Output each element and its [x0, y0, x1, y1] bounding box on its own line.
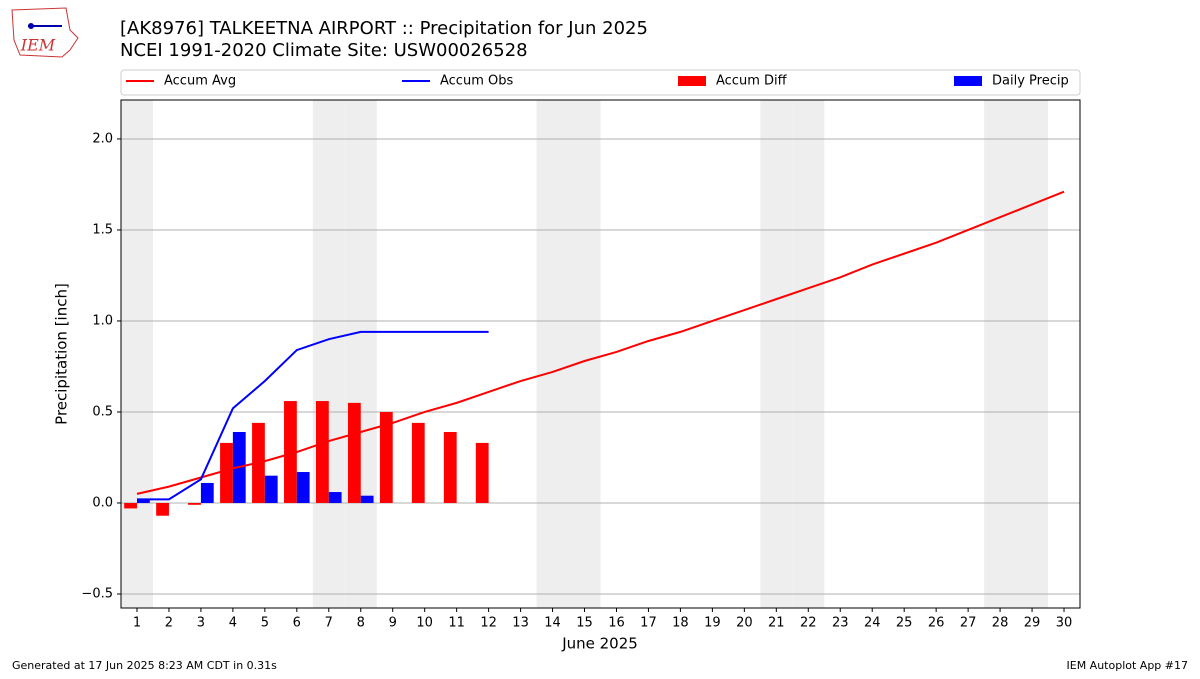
x-tick-label: 17 — [640, 616, 657, 631]
bar — [188, 502, 201, 505]
bar — [379, 411, 393, 503]
bar — [156, 502, 169, 516]
bar — [200, 482, 214, 503]
footer-left: Generated at 17 Jun 2025 8:23 AM CDT in … — [12, 659, 277, 672]
plot-area: −0.50.00.51.01.52.01 2 3 4 5 6 7 8 9 10 11 12 13 14 15… — [81, 74, 1081, 631]
x-tick-label: 11 — [448, 616, 465, 631]
x-tick-label: 20 — [736, 616, 753, 631]
weekend-shade — [312, 100, 345, 608]
x-tick-label: 4 — [229, 616, 237, 631]
bar — [284, 401, 297, 503]
weekend-shade — [121, 100, 153, 608]
footer-right: IEM Autoplot App #17 — [1067, 659, 1189, 672]
bar — [328, 492, 342, 503]
weekend-shade — [568, 100, 601, 608]
y-tick-label: 1.0 — [92, 313, 113, 328]
x-tick-label: 18 — [672, 616, 689, 631]
x-tick-label: 9 — [389, 616, 397, 631]
weekend-shade — [984, 100, 1017, 608]
bar — [360, 495, 374, 503]
x-tick-label: 28 — [992, 616, 1009, 631]
chart-subtitle: NCEI 1991-2020 Climate Site: USW00026528 — [120, 40, 528, 61]
x-tick-label: 12 — [480, 616, 497, 631]
x-tick-label: 21 — [768, 616, 785, 631]
legend-label: Accum Diff — [716, 74, 788, 89]
x-tick-label: 5 — [261, 616, 269, 631]
legend-label: Accum Avg — [164, 74, 236, 89]
x-tick-label: 29 — [1024, 616, 1041, 631]
logo: IEM — [11, 7, 79, 58]
bar — [475, 442, 489, 503]
x-tick-label: 25 — [896, 616, 913, 631]
x-tick-label: 8 — [357, 616, 365, 631]
x-tick-label: 6 — [293, 616, 301, 631]
legend-swatch — [954, 76, 982, 86]
x-tick-label: 24 — [864, 616, 881, 631]
bar — [136, 499, 150, 503]
weekend-shade — [792, 100, 825, 608]
x-tick-label: 22 — [800, 616, 817, 631]
legend-label: Accum Obs — [440, 74, 513, 89]
x-tick-label: 14 — [544, 616, 561, 631]
bar — [443, 431, 457, 503]
weekend-shade — [344, 100, 377, 608]
x-tick-label: 23 — [832, 616, 849, 631]
line — [136, 330, 489, 501]
line — [136, 190, 1065, 495]
legend-box — [120, 69, 1081, 96]
bar — [347, 402, 361, 503]
x-tick-label: 19 — [704, 616, 721, 631]
x-axis-label: June 2025 — [561, 635, 638, 653]
x-tick-label: 16 — [608, 616, 625, 631]
bar — [315, 401, 329, 503]
weekend-shade — [760, 100, 793, 608]
bar — [296, 472, 310, 503]
bar — [220, 442, 233, 503]
legend-swatch — [678, 76, 706, 86]
x-tick-label: 1 — [133, 616, 141, 631]
y-tick-label: 0.5 — [92, 404, 113, 419]
x-tick-label: 27 — [960, 616, 977, 631]
y-tick-label: 0.0 — [92, 495, 113, 510]
x-tick-label: 26 — [928, 616, 945, 631]
legend-label: Daily Precip — [992, 74, 1069, 89]
x-tick-label: 13 — [512, 616, 529, 631]
bar — [411, 422, 425, 503]
x-tick-label: 30 — [1056, 616, 1073, 631]
y-tick-label: 2.0 — [92, 131, 113, 146]
x-tick-label: 10 — [416, 616, 433, 631]
bar — [264, 475, 278, 503]
y-axis-label: Precipitation [inch] — [53, 283, 71, 425]
bar — [124, 502, 137, 509]
chart-title: [AK8976] TALKEETNA AIRPORT :: Precipitat… — [120, 18, 648, 39]
plot-frame — [120, 99, 1081, 609]
x-tick-label: 2 — [165, 616, 173, 631]
x-tick-label: 3 — [197, 616, 205, 631]
y-tick-label: −0.5 — [81, 586, 113, 601]
weekend-shade — [1016, 100, 1049, 608]
x-tick-label: 15 — [576, 616, 593, 631]
logo-text: IEM — [20, 36, 56, 55]
y-tick-label: 1.5 — [92, 222, 113, 237]
weekend-shade — [536, 100, 569, 608]
x-tick-label: 7 — [325, 616, 333, 631]
